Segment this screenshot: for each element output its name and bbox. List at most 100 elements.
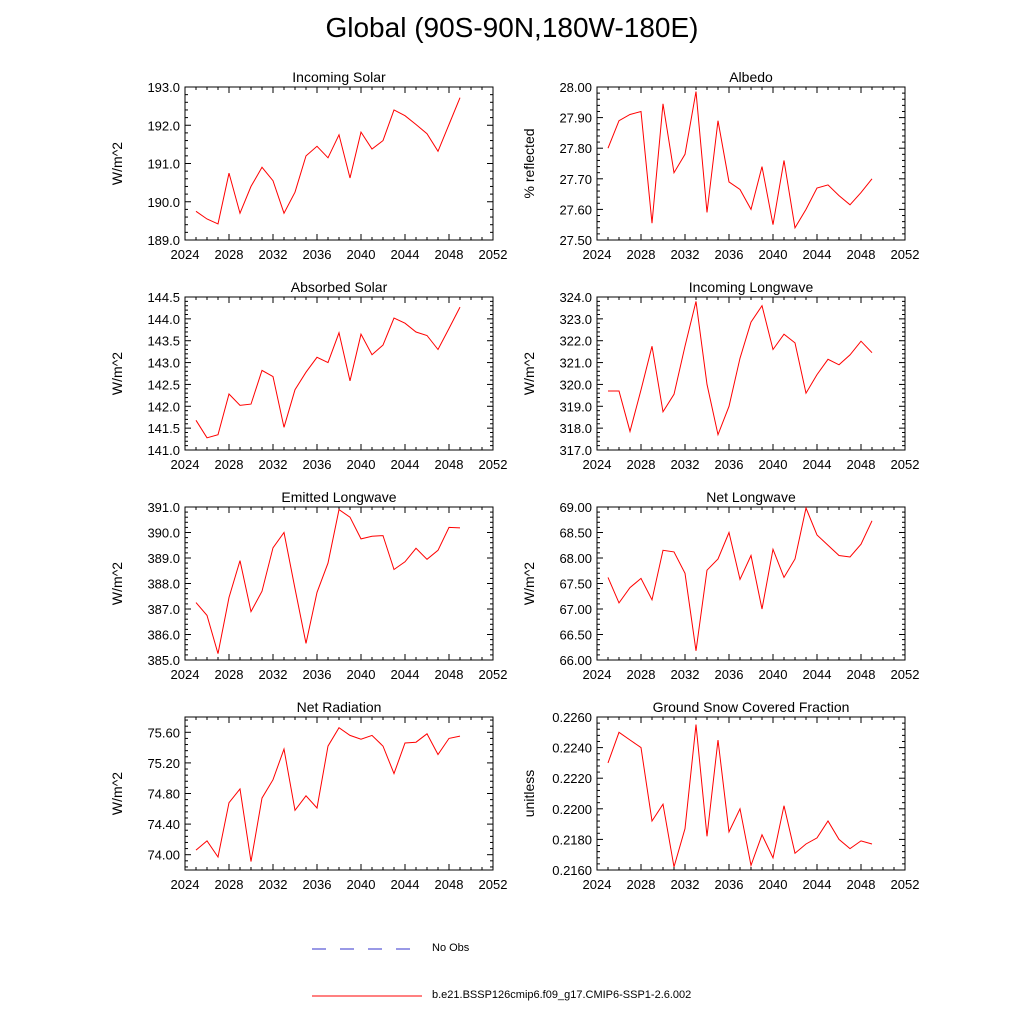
y-tick-label: 390.0 bbox=[147, 526, 180, 541]
y-tick-label: 321.0 bbox=[559, 356, 592, 371]
y-tick-label: 141.0 bbox=[147, 443, 180, 458]
y-tick-label: 0.2220 bbox=[552, 771, 592, 786]
y-tick-label: 74.00 bbox=[147, 848, 180, 863]
x-tick-label: 2052 bbox=[891, 247, 920, 262]
panel-title: Emitted Longwave bbox=[281, 489, 396, 505]
y-axis-label: W/m^2 bbox=[109, 772, 125, 815]
x-tick-label: 2052 bbox=[479, 667, 508, 682]
y-axis-label: unitless bbox=[521, 770, 537, 817]
panel-emitted-longwave: Emitted Longwave W/m^2 2024 2028 2032 2036 204… bbox=[109, 489, 507, 682]
series-line bbox=[607, 506, 873, 651]
panel-title: Absorbed Solar bbox=[291, 279, 388, 295]
series-line bbox=[195, 508, 461, 654]
x-tick-label: 2028 bbox=[215, 247, 244, 262]
x-tick-label: 2044 bbox=[391, 247, 420, 262]
y-tick-label: 323.0 bbox=[559, 312, 592, 327]
y-tick-label: 144.5 bbox=[147, 290, 180, 305]
plot-frame bbox=[596, 86, 906, 241]
y-tick-label: 69.00 bbox=[559, 500, 592, 515]
x-tick-label: 2024 bbox=[583, 457, 612, 472]
x-tick-label: 2044 bbox=[391, 457, 420, 472]
y-tick-label: 141.5 bbox=[147, 421, 180, 436]
x-tick-label: 2032 bbox=[671, 247, 700, 262]
x-tick-label: 2044 bbox=[391, 667, 420, 682]
x-tick-label: 2040 bbox=[347, 877, 376, 892]
panel-title: Ground Snow Covered Fraction bbox=[653, 699, 850, 715]
y-tick-label: 191.0 bbox=[147, 157, 180, 172]
x-tick-label: 2028 bbox=[627, 457, 656, 472]
y-tick-label: 322.0 bbox=[559, 334, 592, 349]
y-tick-label: 28.00 bbox=[559, 80, 592, 95]
x-tick-label: 2028 bbox=[627, 877, 656, 892]
x-tick-label: 2052 bbox=[891, 877, 920, 892]
x-tick-label: 2036 bbox=[715, 667, 744, 682]
y-tick-label: 66.50 bbox=[559, 628, 592, 643]
x-tick-label: 2032 bbox=[671, 457, 700, 472]
plot-frame bbox=[184, 506, 494, 661]
x-tick-label: 2040 bbox=[347, 247, 376, 262]
panel-absorbed-solar: Absorbed Solar W/m^2 2024 2028 2032 2036 2040 2… bbox=[109, 279, 507, 472]
y-tick-label: 75.60 bbox=[147, 725, 180, 740]
y-tick-label: 388.0 bbox=[147, 577, 180, 592]
x-tick-label: 2052 bbox=[479, 247, 508, 262]
x-tick-label: 2048 bbox=[435, 667, 464, 682]
x-tick-label: 2036 bbox=[715, 247, 744, 262]
x-tick-label: 2024 bbox=[171, 457, 200, 472]
y-axis-label: W/m^2 bbox=[521, 352, 537, 395]
y-tick-label: 0.2160 bbox=[552, 863, 592, 878]
x-tick-label: 2036 bbox=[715, 877, 744, 892]
chart-panels: Incoming Solar W/m^2 2024 2028 2032 2036 2040 2… bbox=[109, 69, 919, 892]
panel-incoming-solar: Incoming Solar W/m^2 2024 2028 2032 2036 2040 2… bbox=[109, 69, 507, 262]
panel-title: Albedo bbox=[729, 69, 773, 85]
x-tick-label: 2036 bbox=[303, 247, 332, 262]
x-tick-label: 2044 bbox=[803, 457, 832, 472]
x-tick-label: 2032 bbox=[259, 247, 288, 262]
x-tick-label: 2028 bbox=[627, 667, 656, 682]
x-tick-label: 2040 bbox=[347, 667, 376, 682]
x-tick-label: 2044 bbox=[803, 247, 832, 262]
y-tick-label: 192.0 bbox=[147, 118, 180, 133]
x-tick-label: 2048 bbox=[847, 247, 876, 262]
x-tick-label: 2052 bbox=[891, 457, 920, 472]
x-tick-label: 2040 bbox=[759, 457, 788, 472]
x-tick-label: 2048 bbox=[847, 667, 876, 682]
y-tick-label: 391.0 bbox=[147, 500, 180, 515]
x-tick-label: 2024 bbox=[583, 877, 612, 892]
series-line bbox=[195, 306, 461, 439]
y-tick-label: 75.20 bbox=[147, 756, 180, 771]
y-tick-label: 324.0 bbox=[559, 290, 592, 305]
legend-obs-label: No Obs bbox=[432, 942, 470, 954]
y-tick-label: 142.5 bbox=[147, 377, 180, 392]
y-tick-label: 143.0 bbox=[147, 356, 180, 371]
x-tick-label: 2024 bbox=[171, 667, 200, 682]
y-tick-label: 193.0 bbox=[147, 80, 180, 95]
x-tick-label: 2044 bbox=[803, 877, 832, 892]
x-tick-label: 2044 bbox=[803, 667, 832, 682]
x-tick-label: 2024 bbox=[171, 247, 200, 262]
y-tick-label: 68.00 bbox=[559, 551, 592, 566]
y-tick-label: 385.0 bbox=[147, 653, 180, 668]
x-tick-label: 2048 bbox=[435, 247, 464, 262]
y-tick-label: 27.90 bbox=[559, 111, 592, 126]
panel-title: Incoming Solar bbox=[292, 69, 386, 85]
y-tick-label: 27.80 bbox=[559, 141, 592, 156]
x-tick-label: 2024 bbox=[583, 247, 612, 262]
legend-model-label: b.e21.BSSP126cmip6.f09_g17.CMIP6-SSP1-2.… bbox=[432, 989, 692, 1001]
x-tick-label: 2048 bbox=[847, 877, 876, 892]
series-line bbox=[607, 724, 873, 868]
x-tick-label: 2032 bbox=[259, 667, 288, 682]
x-tick-label: 2040 bbox=[759, 247, 788, 262]
panel-net-radiation: Net Radiation W/m^2 2024 2028 2032 2036 2040 20… bbox=[109, 699, 507, 892]
y-axis-label: W/m^2 bbox=[109, 352, 125, 395]
x-tick-label: 2028 bbox=[215, 667, 244, 682]
panel-ground-snow-covered-fraction: Ground Snow Covered Fraction unitless 2024… bbox=[521, 699, 919, 892]
y-tick-label: 143.5 bbox=[147, 334, 180, 349]
x-tick-label: 2052 bbox=[479, 877, 508, 892]
plot-frame bbox=[184, 86, 494, 241]
x-tick-label: 2024 bbox=[171, 877, 200, 892]
y-tick-label: 74.40 bbox=[147, 817, 180, 832]
y-tick-label: 74.80 bbox=[147, 787, 180, 802]
plot-frame bbox=[596, 296, 906, 451]
y-tick-label: 389.0 bbox=[147, 551, 180, 566]
x-tick-label: 2028 bbox=[215, 457, 244, 472]
